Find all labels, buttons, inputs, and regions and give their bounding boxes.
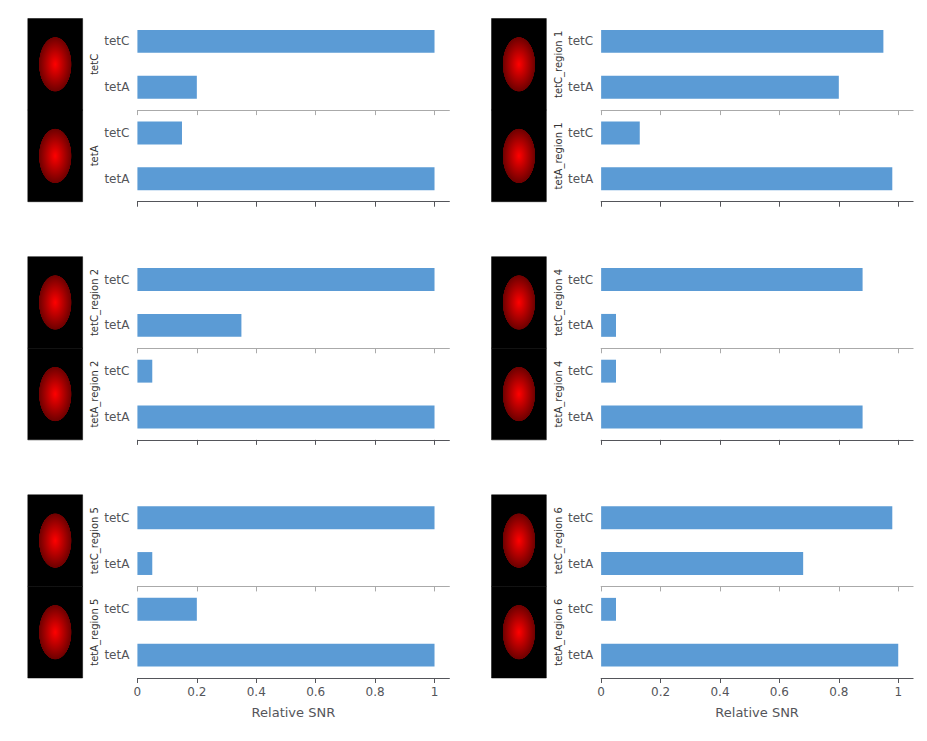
svg-text:tetC: tetC [89, 54, 100, 75]
svg-text:tetC_region 6: tetC_region 6 [553, 507, 565, 574]
svg-text:0.6: 0.6 [306, 685, 325, 699]
svg-text:tetC: tetC [568, 34, 593, 48]
svg-text:tetA: tetA [568, 80, 594, 94]
svg-text:tetA: tetA [568, 172, 594, 186]
svg-text:tetC: tetC [568, 602, 593, 616]
svg-text:tetC_region 4: tetC_region 4 [553, 269, 565, 336]
svg-text:tetA: tetA [104, 80, 130, 94]
svg-text:tetC: tetC [104, 34, 129, 48]
svg-text:tetA_region 4: tetA_region 4 [553, 361, 565, 428]
svg-text:tetC: tetC [568, 126, 593, 140]
svg-text:tetA_region 1: tetA_region 1 [553, 122, 565, 189]
svg-text:1: 1 [894, 685, 902, 699]
svg-text:tetA: tetA [568, 557, 594, 571]
svg-text:tetA: tetA [104, 648, 130, 662]
svg-text:tetA_region 2: tetA_region 2 [89, 361, 101, 428]
svg-text:0: 0 [597, 685, 605, 699]
svg-text:tetC: tetC [568, 273, 593, 287]
svg-text:0.4: 0.4 [710, 685, 729, 699]
svg-text:tetA: tetA [104, 557, 130, 571]
svg-text:tetA: tetA [104, 410, 130, 424]
svg-text:0.4: 0.4 [247, 685, 266, 699]
svg-text:tetC: tetC [104, 511, 129, 525]
svg-text:tetC_region 5: tetC_region 5 [89, 507, 101, 574]
svg-text:0: 0 [134, 685, 142, 699]
svg-text:tetC_region 2: tetC_region 2 [89, 269, 101, 336]
svg-text:tetC: tetC [568, 364, 593, 378]
svg-text:Relative SNR: Relative SNR [715, 705, 799, 720]
svg-text:tetA: tetA [104, 318, 130, 332]
svg-text:tetA_region 5: tetA_region 5 [89, 599, 101, 666]
svg-text:tetC_region 1: tetC_region 1 [553, 31, 565, 98]
svg-text:tetC: tetC [104, 126, 129, 140]
svg-text:tetA: tetA [89, 145, 100, 166]
svg-text:tetA: tetA [568, 648, 594, 662]
svg-text:tetC: tetC [104, 602, 129, 616]
svg-text:tetA: tetA [568, 318, 594, 332]
svg-text:tetC: tetC [568, 511, 593, 525]
svg-text:0.8: 0.8 [366, 685, 385, 699]
svg-text:0.6: 0.6 [770, 685, 789, 699]
svg-text:tetA: tetA [568, 410, 594, 424]
svg-text:Relative SNR: Relative SNR [252, 705, 336, 720]
svg-text:tetC: tetC [104, 364, 129, 378]
svg-text:tetA: tetA [104, 172, 130, 186]
svg-text:0.8: 0.8 [829, 685, 848, 699]
svg-text:1: 1 [431, 685, 439, 699]
svg-text:0.2: 0.2 [651, 685, 670, 699]
svg-text:0.2: 0.2 [187, 685, 206, 699]
svg-text:tetC: tetC [104, 273, 129, 287]
svg-text:tetA_region 6: tetA_region 6 [553, 599, 565, 666]
